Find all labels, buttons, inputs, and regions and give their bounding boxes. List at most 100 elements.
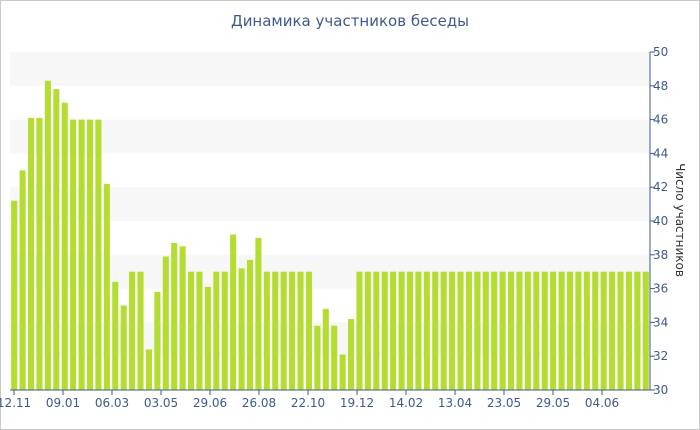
bar	[95, 119, 102, 390]
bar	[246, 259, 254, 390]
bar	[238, 268, 245, 390]
axes	[10, 51, 655, 395]
bar	[524, 271, 531, 390]
y-tick-label: 38	[653, 248, 668, 262]
bar	[449, 271, 456, 390]
bar	[221, 271, 228, 390]
bar	[415, 271, 422, 390]
x-tick-label: 12.11	[0, 396, 31, 410]
bar	[533, 271, 540, 390]
bar	[364, 271, 371, 390]
bar	[204, 286, 211, 390]
bar	[474, 271, 481, 390]
bar	[600, 271, 607, 390]
bar	[162, 256, 169, 390]
y-tick-label: 32	[653, 349, 668, 363]
bar	[432, 271, 439, 390]
bar	[575, 271, 582, 390]
y-tick-label: 48	[653, 79, 668, 93]
bar	[137, 271, 144, 390]
x-tick-label: 14.02	[389, 396, 423, 410]
x-tick-label: 29.06	[193, 396, 227, 410]
bar	[112, 281, 119, 390]
y-tick-label: 42	[653, 180, 668, 194]
bar	[120, 305, 127, 390]
chart-title: Динамика участников беседы	[230, 12, 470, 30]
y-tick-label: 30	[653, 383, 668, 397]
bar	[592, 271, 599, 390]
bar	[154, 291, 161, 390]
bar	[36, 117, 43, 390]
bar	[280, 271, 287, 390]
bar	[457, 271, 464, 390]
bar	[541, 271, 548, 390]
bar	[86, 119, 94, 390]
x-tick-label: 04.06	[585, 396, 619, 410]
y-tick-label: 34	[653, 315, 668, 329]
bar	[61, 102, 68, 390]
bar	[305, 271, 312, 390]
bar	[508, 271, 515, 390]
x-tick-label: 22.10	[291, 396, 325, 410]
background-band	[10, 187, 650, 221]
bar	[499, 271, 506, 390]
bar	[381, 271, 388, 390]
bar	[28, 117, 35, 390]
bar	[423, 271, 430, 390]
bar	[440, 271, 447, 390]
bar	[373, 271, 380, 390]
bars	[11, 80, 649, 391]
bar	[179, 246, 186, 390]
y-tick-label: 36	[653, 282, 668, 296]
x-tick-label: 03.05	[144, 396, 178, 410]
bar	[609, 271, 616, 390]
bar	[11, 200, 18, 390]
y-tick-label: 44	[653, 146, 668, 160]
bar	[263, 271, 270, 390]
bar	[314, 325, 321, 390]
bar	[171, 242, 178, 390]
background-bands	[10, 52, 650, 357]
bar	[339, 354, 346, 390]
bar	[70, 119, 77, 390]
bar	[289, 271, 296, 390]
x-tick-label: 13.04	[438, 396, 472, 410]
x-tick-label: 23.05	[487, 396, 521, 410]
bar	[390, 271, 397, 390]
bar	[331, 325, 338, 390]
bar	[103, 183, 110, 390]
bar	[625, 271, 632, 390]
bar	[634, 271, 641, 390]
y-tick-label: 40	[653, 214, 668, 228]
bar	[129, 271, 136, 390]
bar	[516, 271, 523, 390]
bar	[550, 271, 557, 390]
bar	[188, 271, 195, 390]
bar	[465, 271, 472, 390]
bar	[272, 271, 279, 390]
background-band	[10, 119, 650, 154]
bar	[617, 271, 624, 390]
y-tick-label: 46	[653, 113, 668, 127]
x-tick-label: 09.01	[46, 396, 80, 410]
bar	[482, 271, 489, 390]
y-axis-label: Число участников	[673, 163, 687, 277]
bar	[78, 119, 85, 390]
bar	[196, 271, 203, 390]
x-tick-label: 06.03	[95, 396, 129, 410]
y-tick-label: 50	[653, 45, 668, 59]
bar	[230, 234, 237, 390]
bar	[19, 170, 26, 390]
bar	[558, 271, 565, 390]
bar	[583, 271, 590, 390]
bar	[348, 319, 355, 390]
bar	[322, 308, 329, 390]
bar	[297, 271, 304, 390]
tick-labels: 30 32 34 36 38 40 42 44 46 48 50 12.11 09.01 06.03 03.…	[0, 45, 668, 410]
bar	[255, 237, 262, 390]
bar	[356, 271, 363, 390]
x-tick-label: 29.05	[536, 396, 570, 410]
bar	[642, 271, 649, 390]
bar	[145, 349, 152, 390]
